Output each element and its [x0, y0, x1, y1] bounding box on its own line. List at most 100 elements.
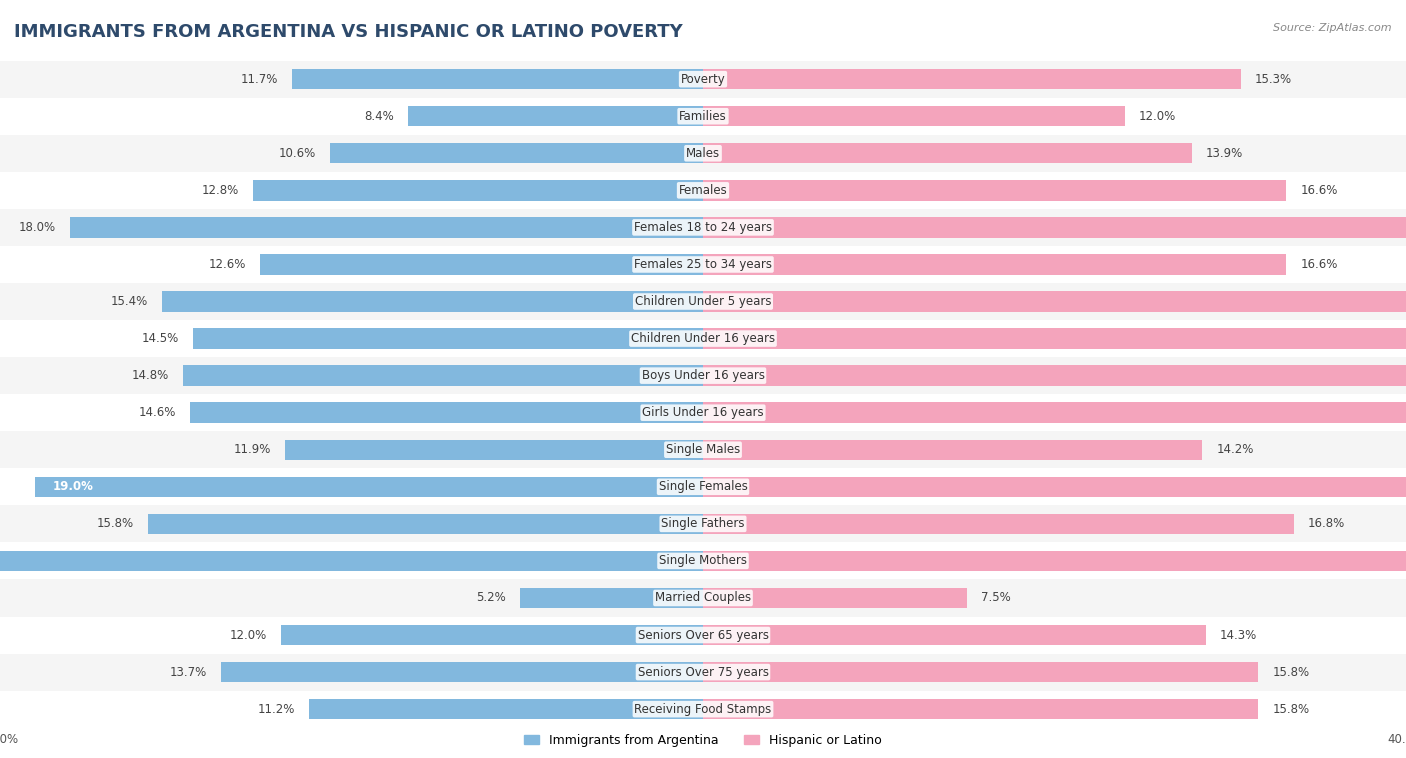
Bar	[194, 328, 703, 349]
Text: 14.8%: 14.8%	[132, 369, 169, 382]
Bar	[190, 402, 703, 423]
Text: 13.7%: 13.7%	[170, 666, 208, 678]
Text: 7.5%: 7.5%	[981, 591, 1011, 604]
Text: 12.6%: 12.6%	[208, 258, 246, 271]
Bar	[703, 328, 1406, 349]
Bar	[0, 468, 1406, 506]
Bar	[281, 625, 703, 645]
Bar	[183, 365, 703, 386]
Text: Females: Females	[679, 184, 727, 197]
Bar	[520, 587, 703, 608]
Bar	[0, 394, 1406, 431]
Bar	[703, 291, 1406, 312]
Text: Children Under 5 years: Children Under 5 years	[634, 295, 772, 308]
Bar	[703, 218, 1406, 237]
Text: 15.8%: 15.8%	[1272, 666, 1309, 678]
Bar	[0, 61, 1406, 98]
Bar	[703, 402, 1406, 423]
Bar	[703, 625, 1206, 645]
Text: 10.6%: 10.6%	[280, 147, 316, 160]
Text: Males: Males	[686, 147, 720, 160]
Bar	[0, 209, 1406, 246]
Bar	[703, 365, 1406, 386]
Text: Source: ZipAtlas.com: Source: ZipAtlas.com	[1274, 23, 1392, 33]
Bar	[309, 699, 703, 719]
Text: Females 25 to 34 years: Females 25 to 34 years	[634, 258, 772, 271]
Text: Poverty: Poverty	[681, 73, 725, 86]
Bar	[703, 440, 1202, 460]
Text: 12.0%: 12.0%	[1139, 110, 1175, 123]
Text: 16.8%: 16.8%	[1308, 518, 1344, 531]
Bar	[0, 431, 1406, 468]
Bar	[0, 246, 1406, 283]
Text: 14.5%: 14.5%	[142, 332, 180, 345]
Text: IMMIGRANTS FROM ARGENTINA VS HISPANIC OR LATINO POVERTY: IMMIGRANTS FROM ARGENTINA VS HISPANIC OR…	[14, 23, 683, 41]
Bar	[260, 254, 703, 274]
Text: 19.0%: 19.0%	[53, 481, 94, 493]
Text: 15.4%: 15.4%	[111, 295, 148, 308]
Text: Seniors Over 75 years: Seniors Over 75 years	[637, 666, 769, 678]
Bar	[0, 98, 1406, 135]
Text: 14.3%: 14.3%	[1219, 628, 1257, 641]
Text: 12.0%: 12.0%	[231, 628, 267, 641]
Text: 18.0%: 18.0%	[20, 221, 56, 234]
Bar	[162, 291, 703, 312]
Text: 15.8%: 15.8%	[97, 518, 134, 531]
Bar	[70, 218, 703, 237]
Bar	[0, 357, 1406, 394]
Text: 16.6%: 16.6%	[1301, 184, 1339, 197]
Text: Girls Under 16 years: Girls Under 16 years	[643, 406, 763, 419]
Bar	[703, 180, 1286, 201]
Bar	[35, 477, 703, 497]
Bar	[703, 106, 1125, 127]
Text: Married Couples: Married Couples	[655, 591, 751, 604]
Text: 8.4%: 8.4%	[364, 110, 394, 123]
Bar	[703, 254, 1286, 274]
Text: 11.9%: 11.9%	[233, 443, 270, 456]
Bar	[703, 477, 1406, 497]
Bar	[703, 587, 967, 608]
Text: 16.6%: 16.6%	[1301, 258, 1339, 271]
Bar	[330, 143, 703, 164]
Bar	[703, 662, 1258, 682]
Text: 14.6%: 14.6%	[138, 406, 176, 419]
Bar	[0, 551, 703, 571]
Bar	[0, 320, 1406, 357]
Bar	[703, 699, 1258, 719]
Text: Boys Under 16 years: Boys Under 16 years	[641, 369, 765, 382]
Text: 14.2%: 14.2%	[1216, 443, 1254, 456]
Text: 13.9%: 13.9%	[1205, 147, 1243, 160]
Text: 15.3%: 15.3%	[1254, 73, 1292, 86]
Text: Females 18 to 24 years: Females 18 to 24 years	[634, 221, 772, 234]
Bar	[703, 143, 1192, 164]
Bar	[284, 440, 703, 460]
Text: 11.7%: 11.7%	[240, 73, 278, 86]
Bar	[292, 69, 703, 89]
Bar	[148, 514, 703, 534]
Bar	[0, 506, 1406, 543]
Bar	[0, 172, 1406, 209]
Bar	[408, 106, 703, 127]
Bar	[253, 180, 703, 201]
Text: Single Fathers: Single Fathers	[661, 518, 745, 531]
Text: Single Females: Single Females	[658, 481, 748, 493]
Bar	[0, 616, 1406, 653]
Bar	[703, 69, 1240, 89]
Text: 12.8%: 12.8%	[202, 184, 239, 197]
Bar	[0, 579, 1406, 616]
Text: 15.8%: 15.8%	[1272, 703, 1309, 716]
Bar	[0, 653, 1406, 691]
Bar	[222, 662, 703, 682]
Text: Single Males: Single Males	[666, 443, 740, 456]
Bar	[0, 543, 1406, 579]
Bar	[0, 283, 1406, 320]
Bar	[0, 135, 1406, 172]
Legend: Immigrants from Argentina, Hispanic or Latino: Immigrants from Argentina, Hispanic or L…	[519, 728, 887, 752]
Text: Seniors Over 65 years: Seniors Over 65 years	[637, 628, 769, 641]
Bar	[0, 691, 1406, 728]
Text: Single Mothers: Single Mothers	[659, 554, 747, 568]
Text: Children Under 16 years: Children Under 16 years	[631, 332, 775, 345]
Bar	[703, 551, 1406, 571]
Text: 5.2%: 5.2%	[477, 591, 506, 604]
Text: Receiving Food Stamps: Receiving Food Stamps	[634, 703, 772, 716]
